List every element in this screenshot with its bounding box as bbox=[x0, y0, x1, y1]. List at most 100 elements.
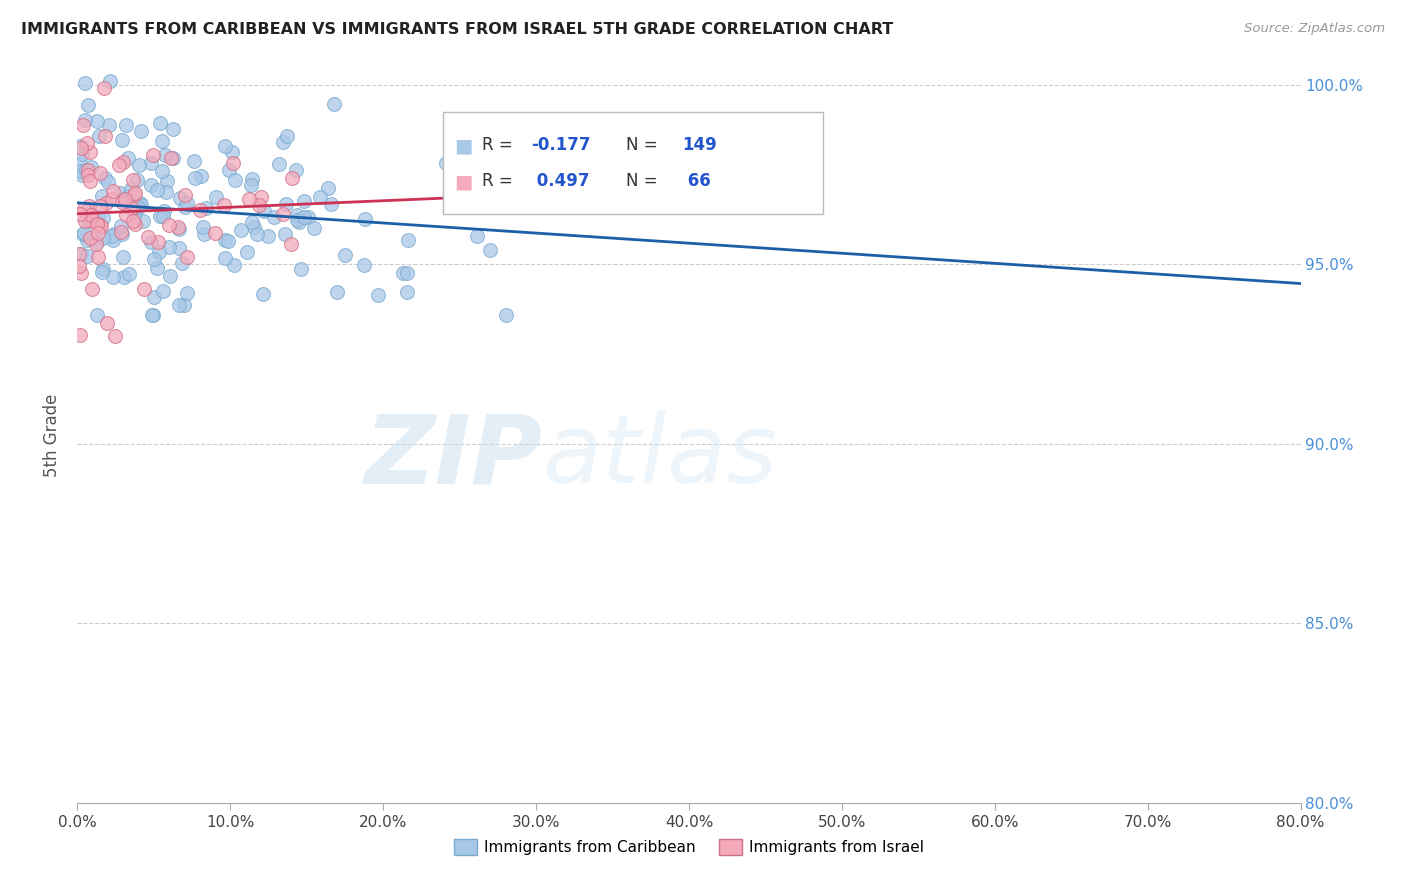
Point bbox=[169, 298, 191, 312]
Point bbox=[101, 192, 124, 206]
Point bbox=[592, 175, 614, 189]
Point bbox=[87, 250, 110, 264]
Point bbox=[122, 187, 145, 202]
Point bbox=[231, 222, 253, 236]
Point bbox=[76, 163, 98, 178]
Point bbox=[292, 210, 315, 224]
Point bbox=[396, 285, 419, 300]
Point bbox=[91, 262, 114, 277]
Point bbox=[285, 162, 308, 177]
Point bbox=[167, 222, 190, 236]
Point bbox=[79, 174, 101, 188]
Point bbox=[240, 215, 263, 229]
Point bbox=[218, 162, 240, 177]
Text: Source: ZipAtlas.com: Source: ZipAtlas.com bbox=[1244, 22, 1385, 36]
Point bbox=[142, 290, 165, 304]
Point bbox=[110, 225, 132, 239]
Point bbox=[97, 118, 120, 132]
Point bbox=[129, 195, 152, 210]
Point bbox=[110, 186, 132, 200]
Point bbox=[159, 269, 181, 284]
Point bbox=[89, 166, 111, 180]
Point bbox=[309, 190, 332, 204]
Point bbox=[79, 160, 101, 174]
Point bbox=[115, 118, 138, 132]
Point bbox=[176, 250, 198, 264]
Point bbox=[108, 157, 131, 171]
Point bbox=[86, 218, 108, 232]
Point bbox=[97, 175, 120, 189]
Point bbox=[319, 197, 342, 211]
Point bbox=[243, 219, 266, 234]
Point bbox=[146, 235, 169, 250]
Point bbox=[155, 147, 177, 161]
Point bbox=[434, 156, 457, 170]
Point bbox=[69, 259, 91, 273]
Point bbox=[323, 96, 346, 111]
Y-axis label: 5th Grade: 5th Grade bbox=[44, 393, 62, 476]
Point bbox=[257, 229, 280, 244]
Point bbox=[288, 215, 311, 229]
Point bbox=[150, 164, 173, 178]
Point bbox=[76, 169, 98, 183]
Point bbox=[117, 151, 139, 165]
Point bbox=[124, 206, 146, 220]
Point bbox=[188, 203, 211, 218]
Point bbox=[575, 187, 598, 202]
Point bbox=[297, 210, 319, 224]
Point bbox=[250, 190, 273, 204]
Point bbox=[124, 217, 146, 231]
Point bbox=[183, 154, 205, 169]
Point bbox=[91, 211, 114, 226]
Point bbox=[263, 210, 285, 224]
Point bbox=[167, 241, 190, 255]
Point bbox=[240, 178, 263, 192]
Point bbox=[76, 233, 98, 247]
Point bbox=[84, 217, 107, 231]
Point bbox=[141, 308, 163, 322]
Point bbox=[326, 285, 349, 300]
Point bbox=[195, 202, 218, 216]
Text: N =: N = bbox=[626, 136, 662, 154]
Point bbox=[76, 249, 98, 263]
Point bbox=[91, 189, 114, 203]
Point bbox=[77, 97, 100, 112]
Point bbox=[392, 266, 415, 280]
Point bbox=[111, 250, 134, 264]
Point bbox=[69, 247, 91, 261]
Text: IMMIGRANTS FROM CARIBBEAN VS IMMIGRANTS FROM ISRAEL 5TH GRADE CORRELATION CHART: IMMIGRANTS FROM CARIBBEAN VS IMMIGRANTS … bbox=[21, 22, 893, 37]
Point bbox=[89, 219, 111, 233]
Point bbox=[91, 265, 114, 279]
Point bbox=[84, 237, 107, 252]
Point bbox=[127, 172, 149, 186]
Point bbox=[89, 199, 111, 213]
Point bbox=[290, 262, 312, 277]
Legend: Immigrants from Caribbean, Immigrants from Israel: Immigrants from Caribbean, Immigrants fr… bbox=[447, 833, 931, 862]
Point bbox=[132, 213, 155, 227]
Point bbox=[156, 174, 179, 188]
Text: R =: R = bbox=[482, 136, 519, 154]
Point bbox=[86, 226, 108, 240]
Point bbox=[224, 173, 246, 187]
Point bbox=[79, 208, 101, 222]
Point bbox=[90, 219, 112, 233]
Point bbox=[146, 183, 169, 197]
Point bbox=[101, 184, 124, 198]
Point bbox=[367, 288, 389, 302]
Point bbox=[280, 237, 302, 252]
Point bbox=[87, 218, 110, 232]
Point bbox=[70, 266, 93, 280]
Point bbox=[527, 171, 550, 186]
Point bbox=[153, 203, 176, 218]
Point bbox=[86, 235, 108, 249]
Point bbox=[214, 138, 236, 153]
Point bbox=[69, 164, 91, 178]
Point bbox=[143, 252, 166, 266]
Point bbox=[129, 197, 152, 211]
Text: R =: R = bbox=[482, 172, 519, 190]
Point bbox=[236, 244, 259, 259]
Point bbox=[149, 209, 172, 223]
Point bbox=[478, 243, 501, 257]
Point bbox=[292, 194, 315, 208]
Point bbox=[142, 147, 165, 161]
